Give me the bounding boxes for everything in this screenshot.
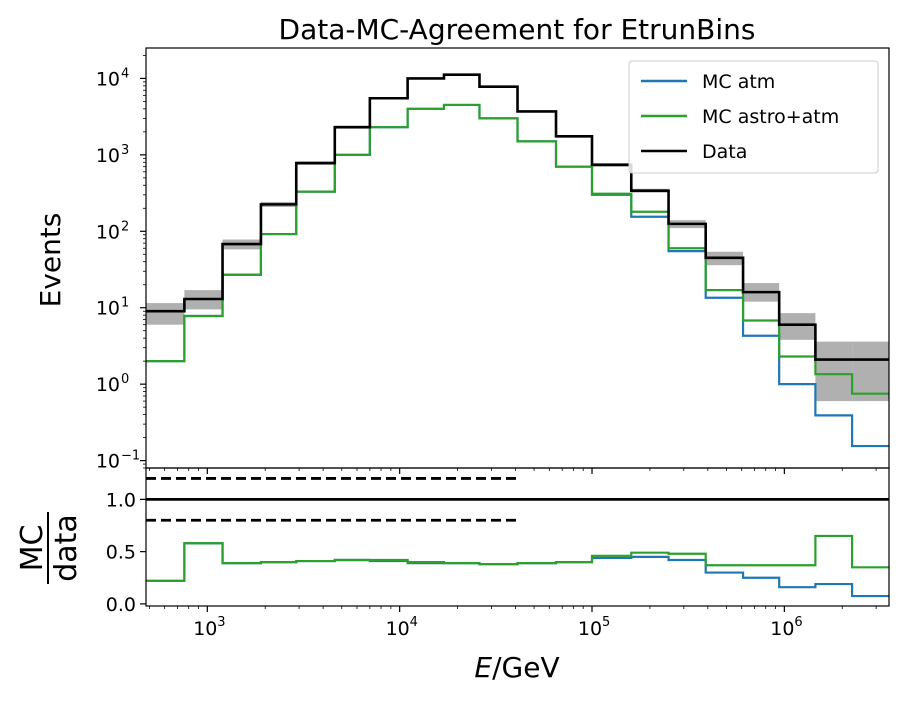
y-tick-label: 10 [96, 145, 120, 167]
y-tick-exponent: 2 [121, 219, 129, 234]
ratio-panel: 0.0 0.5 1.0 MC data [15, 467, 890, 616]
x-tick-exponent: 6 [794, 615, 802, 630]
series-mc-astro-atm [146, 103, 889, 395]
legend-box [628, 60, 879, 174]
ratio-label-numerator: MC [15, 525, 50, 572]
ratio-label-denominator: data [49, 514, 84, 582]
data-band-bin [815, 341, 853, 402]
x-axis-label-unit: /GeV [492, 651, 560, 684]
x-tick-label: 10 [193, 618, 217, 640]
ratio-y-axis-label: MC data [15, 512, 84, 584]
series-data [146, 73, 889, 361]
x-tick-label: 10 [578, 618, 602, 640]
x-tick-label: 10 [386, 618, 410, 640]
y-tick-label: 10 [96, 451, 120, 473]
x-tick-exponent: 5 [602, 615, 610, 630]
y-tick-label: 10 [96, 374, 120, 396]
x-axis-label-variable: E [474, 651, 492, 684]
x-tick-label: 10 [770, 618, 794, 640]
x-tick-exponent: 3 [217, 615, 225, 630]
ratio-series [146, 477, 889, 598]
ratio-series-mc-astro-atm [146, 534, 889, 583]
ratio-tick-label: 1.0 [106, 489, 136, 511]
data-band-bin [779, 313, 816, 340]
y-tick-exponent: −1 [121, 449, 140, 464]
y-tick-label: 10 [96, 68, 120, 90]
y-tick-exponent: 3 [121, 143, 129, 158]
y-tick-exponent: 4 [121, 66, 129, 81]
ratio-tick-label: 0.0 [106, 594, 136, 616]
ratio-tick-label: 0.5 [106, 542, 136, 564]
main-series [146, 73, 889, 448]
chart-title: Data-MC-Agreement for EtrunBins [279, 13, 756, 46]
ratio-y-ticks: 0.0 0.5 1.0 [106, 489, 146, 616]
main-y-axis-label: Events [34, 213, 67, 308]
legend-label-mc-atm: MC atm [702, 71, 775, 93]
x-axis-label: E/GeV [474, 651, 559, 684]
x-tick-exponent: 4 [410, 615, 418, 630]
data-band-bin [146, 303, 185, 325]
data-band-bin [852, 341, 889, 402]
y-tick-label: 10 [96, 298, 120, 320]
y-tick-exponent: 1 [121, 296, 129, 311]
ratio-plot-frame [145, 467, 890, 607]
legend-label-data: Data [702, 141, 747, 163]
y-tick-exponent: 0 [121, 372, 129, 387]
legend: MC atm MC astro+atm Data [628, 60, 879, 174]
y-tick-label: 10 [96, 221, 120, 243]
x-ticks: 10 3 10 4 10 5 10 6 [149, 468, 877, 640]
legend-label-mc-astro-atm: MC astro+atm [702, 106, 839, 128]
